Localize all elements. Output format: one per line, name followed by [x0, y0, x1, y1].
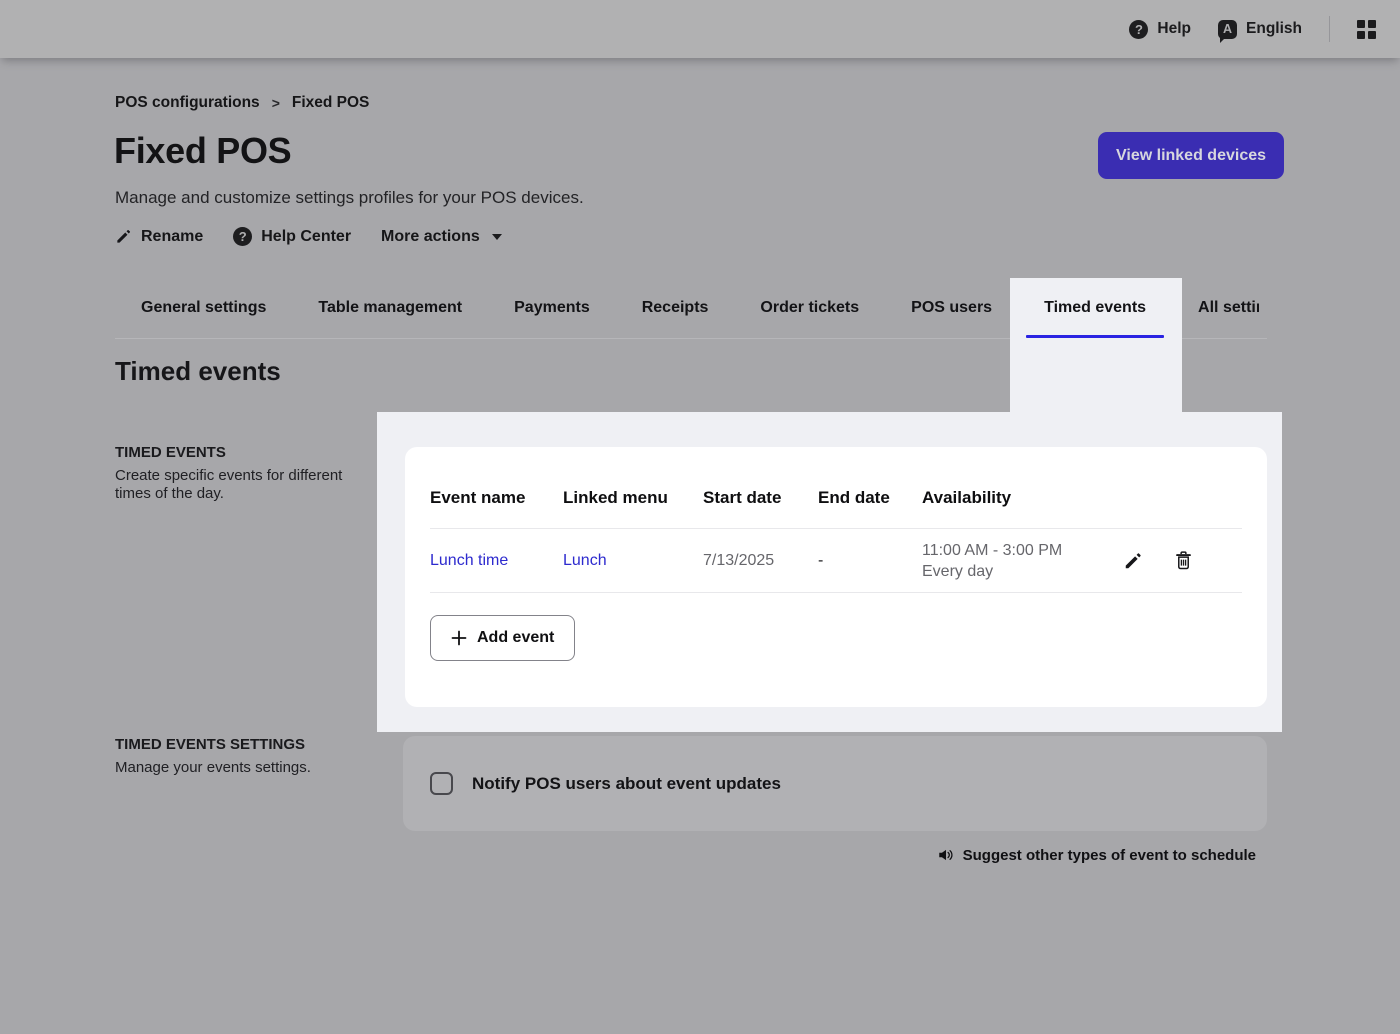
timed-events-settings-sidebar-description: Manage your events settings. — [115, 759, 311, 776]
availability-cell: 11:00 AM - 3:00 PM Every day — [922, 540, 1122, 582]
more-actions-label: More actions — [381, 227, 480, 245]
linked-menu-link[interactable]: Lunch — [563, 551, 607, 569]
plus-icon — [451, 630, 467, 646]
breadcrumb-fixed-pos: Fixed POS — [291, 94, 370, 111]
timed-events-sidebar-description: Create specific events for different tim… — [115, 467, 343, 502]
language-icon: A — [1218, 19, 1238, 43]
tab-payments[interactable]: Payments — [514, 299, 590, 316]
tab-receipts[interactable]: Receipts — [641, 299, 709, 316]
topbar: ? Help A English — [0, 0, 1400, 58]
pencil-icon — [1125, 552, 1141, 568]
page-subtitle: Manage and customize settings profiles f… — [115, 188, 584, 207]
row-actions — [1122, 550, 1242, 572]
help-center-button[interactable]: ? Help Center — [233, 227, 351, 246]
suggest-event-label: Suggest other types of event to schedule — [962, 846, 1256, 864]
table-row: Lunch time Lunch 7/13/2025 - 11:00 AM - … — [430, 529, 1242, 593]
start-date-cell: 7/13/2025 — [703, 551, 775, 569]
column-header-start-date: Start date — [703, 488, 782, 507]
pencil-icon — [117, 229, 131, 243]
megaphone-icon — [938, 849, 953, 861]
tab-timed-events[interactable]: Timed events — [1010, 278, 1183, 412]
section-heading: Timed events — [115, 356, 281, 386]
help-menu-item[interactable]: ? Help — [1129, 19, 1192, 39]
spotlight-panel: Event name Linked menu Start date End da… — [377, 412, 1282, 732]
breadcrumb-pos-configurations[interactable]: POS configurations — [115, 94, 260, 111]
rename-label: Rename — [141, 227, 204, 245]
tab-general-settings[interactable]: General settings — [141, 299, 267, 316]
end-date-cell: - — [818, 551, 824, 569]
language-label: English — [1246, 20, 1302, 37]
notify-checkbox-label: Notify POS users about event updates — [472, 773, 781, 793]
breadcrumb: POS configurations > Fixed POS — [115, 94, 369, 112]
more-actions-button[interactable]: More actions — [381, 228, 502, 246]
tab-table-management[interactable]: Table management — [318, 299, 463, 316]
timed-events-sidebar-title: TIMED EVENTS — [115, 444, 226, 461]
events-settings-card: Notify POS users about event updates — [403, 736, 1267, 831]
tab-all-settings[interactable]: All settings — [1198, 299, 1259, 316]
column-header-actions — [1122, 488, 1242, 508]
page-title: Fixed POS — [114, 130, 292, 171]
trash-icon — [1175, 551, 1191, 570]
column-header-end-date: End date — [818, 488, 890, 507]
topbar-divider — [1329, 16, 1330, 42]
suggest-event-link[interactable]: Suggest other types of event to schedule — [937, 846, 1256, 864]
view-linked-devices-button[interactable]: View linked devices — [1098, 132, 1285, 179]
delete-event-button[interactable] — [1172, 550, 1194, 572]
apps-grid-icon — [1357, 19, 1376, 39]
timed-events-card: Event name Linked menu Start date End da… — [405, 447, 1267, 707]
help-center-icon: ? — [233, 227, 253, 246]
tab-order-tickets[interactable]: Order tickets — [760, 299, 860, 316]
breadcrumb-separator: > — [271, 95, 280, 111]
help-icon: ? — [1129, 19, 1149, 39]
event-name-link[interactable]: Lunch time — [430, 551, 509, 569]
availability-time: 11:00 AM - 3:00 PM — [922, 541, 1063, 559]
help-center-label: Help Center — [261, 227, 352, 245]
tab-bar: General settings Table management Paymen… — [115, 278, 1267, 412]
add-event-label: Add event — [477, 629, 555, 646]
tab-pos-users[interactable]: POS users — [911, 299, 993, 316]
availability-frequency: Every day — [922, 562, 994, 580]
notify-checkbox[interactable] — [430, 772, 453, 795]
column-header-event-name: Event name — [430, 488, 526, 507]
help-label: Help — [1157, 20, 1192, 37]
apps-grid-button[interactable] — [1357, 19, 1376, 39]
toolbar: Rename ? Help Center More actions — [115, 227, 502, 246]
table-header-row: Event name Linked menu Start date End da… — [430, 447, 1242, 529]
language-menu-item[interactable]: A English — [1218, 19, 1302, 43]
rename-button[interactable]: Rename — [115, 228, 203, 246]
timed-events-settings-sidebar-title: TIMED EVENTS SETTINGS — [115, 736, 306, 753]
add-event-button[interactable]: Add event — [430, 615, 576, 661]
edit-event-button[interactable] — [1122, 550, 1144, 572]
chevron-down-icon — [491, 233, 502, 240]
column-header-availability: Availability — [922, 488, 1012, 507]
column-header-linked-menu: Linked menu — [563, 488, 668, 507]
